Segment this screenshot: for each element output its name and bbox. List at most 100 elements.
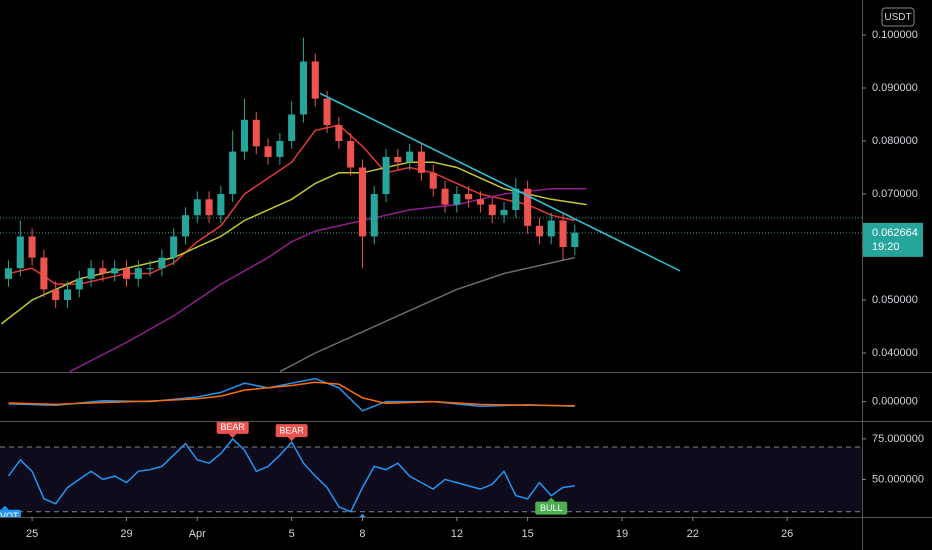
candle-body	[52, 289, 60, 301]
candle-body	[500, 209, 508, 216]
signal-box	[275, 424, 308, 438]
candle-body	[288, 114, 296, 141]
candle-body	[99, 268, 107, 274]
candle-body	[217, 194, 225, 216]
y-tick-label: 0.000000	[872, 396, 918, 408]
candle-body	[323, 98, 331, 126]
candle-body	[63, 289, 72, 301]
x-tick-label: Apr	[189, 528, 206, 540]
x-tick-label: 26	[781, 528, 793, 540]
signal-box	[216, 422, 249, 434]
candle-body	[465, 194, 473, 200]
y-tick-label: 0.100000	[872, 29, 918, 41]
signal-box	[535, 501, 568, 515]
candle-body	[370, 194, 378, 237]
candle-body	[488, 204, 496, 216]
candle-body	[252, 119, 260, 147]
candle-body	[4, 268, 13, 279]
candle-body	[382, 156, 390, 195]
signal-pointer	[359, 513, 366, 517]
signal-label: PIVOT	[359, 513, 366, 517]
x-tick-label: 8	[359, 528, 365, 540]
x-tick-label: 12	[451, 528, 463, 540]
candle-body	[335, 125, 343, 141]
rsi-pane: PIVOT BEAR BEAR PIVOT BULL	[0, 422, 862, 521]
candle-body	[134, 268, 142, 279]
signal-pointer	[547, 497, 556, 502]
candle-body	[358, 167, 366, 237]
y-tick-label: 0.080000	[872, 135, 918, 147]
line-series	[7, 437, 575, 513]
candle-body	[240, 119, 249, 152]
signal-text: BULL	[540, 503, 563, 513]
rsi-band	[0, 446, 862, 512]
x-tick-label: 19	[616, 528, 628, 540]
signal-text: BEAR	[220, 422, 245, 432]
y-tick-label: 0.090000	[872, 82, 918, 94]
signal-pointer	[287, 437, 296, 442]
candle-body	[181, 215, 190, 237]
candle-body	[417, 151, 425, 173]
macd-pane	[8, 377, 575, 412]
candle-body	[229, 151, 237, 195]
candle-body	[453, 194, 461, 205]
y-tick-label: 50.000000	[872, 473, 924, 485]
candle-body	[16, 236, 24, 269]
candle-body	[276, 140, 284, 157]
candle-body	[264, 146, 272, 157]
candle-body	[158, 257, 166, 269]
signal-box	[0, 509, 21, 517]
x-tick-label: 25	[26, 528, 38, 540]
candle-body	[394, 156, 402, 163]
signal-pointer	[0, 505, 9, 510]
y-tick-label: 0.040000	[872, 347, 918, 359]
candle-body	[122, 268, 131, 279]
signal-text: BEAR	[279, 425, 304, 435]
signal-label: BEAR	[216, 422, 249, 438]
y-tick-label: 0.050000	[872, 294, 918, 306]
candle-body	[535, 225, 543, 237]
x-tick-label: 22	[687, 528, 699, 540]
candle-body	[559, 220, 567, 248]
candle-body	[87, 268, 95, 279]
candle-body	[476, 199, 484, 205]
candle-body	[75, 278, 83, 290]
trendline	[319, 92, 681, 272]
candle-body	[347, 140, 355, 168]
candle-body	[170, 236, 178, 258]
candle-body	[311, 61, 319, 99]
signal-text: PIVOT	[0, 511, 19, 521]
candle-body	[146, 268, 154, 270]
candle-body	[429, 172, 437, 189]
y-tick-label: 75.000000	[872, 433, 924, 445]
line-series	[69, 187, 587, 372]
line-series	[279, 256, 575, 372]
candle-body	[28, 236, 36, 258]
x-tick-label: 15	[522, 528, 534, 540]
candle-body	[299, 61, 307, 115]
signal-label: BULL	[535, 497, 568, 515]
signal-label: BEAR	[275, 424, 308, 442]
countdown: 19:20	[872, 241, 900, 253]
line-series	[0, 161, 587, 325]
y-tick-label: 0.070000	[872, 188, 918, 200]
candle-body	[547, 220, 555, 237]
price-box	[863, 222, 923, 257]
signal-pointer	[228, 433, 237, 438]
candle-body	[111, 268, 119, 274]
candle-body	[571, 232, 579, 248]
currency-box	[881, 7, 915, 27]
price-label: 0.062664	[872, 227, 918, 239]
candle-body	[441, 188, 449, 205]
candle-body	[406, 151, 414, 163]
line-series	[8, 381, 575, 407]
candle-body	[512, 188, 520, 210]
x-tick-label: 5	[289, 528, 295, 540]
signal-label: PIVOT	[0, 505, 21, 521]
candle-body	[524, 188, 532, 226]
candle-body	[205, 199, 213, 216]
currency: USDT	[884, 12, 911, 23]
